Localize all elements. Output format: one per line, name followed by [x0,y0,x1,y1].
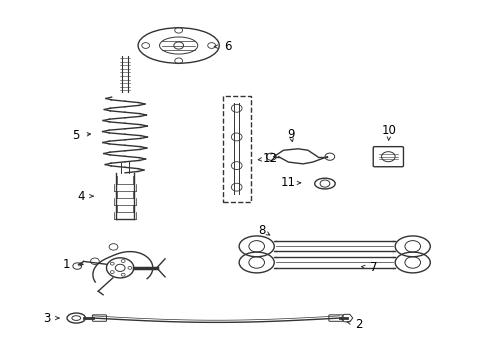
Text: 7: 7 [369,261,377,274]
Text: 2: 2 [355,318,362,331]
Text: 4: 4 [77,190,85,203]
Bar [222,96,250,202]
Text: 3: 3 [43,311,51,325]
Text: 6: 6 [223,40,231,53]
Text: 8: 8 [257,224,264,237]
Text: 9: 9 [286,127,294,141]
Text: 1: 1 [62,258,70,271]
Text: 12: 12 [263,152,277,165]
Text: 11: 11 [280,176,295,189]
Text: 10: 10 [381,124,396,137]
Text: 5: 5 [72,129,80,142]
